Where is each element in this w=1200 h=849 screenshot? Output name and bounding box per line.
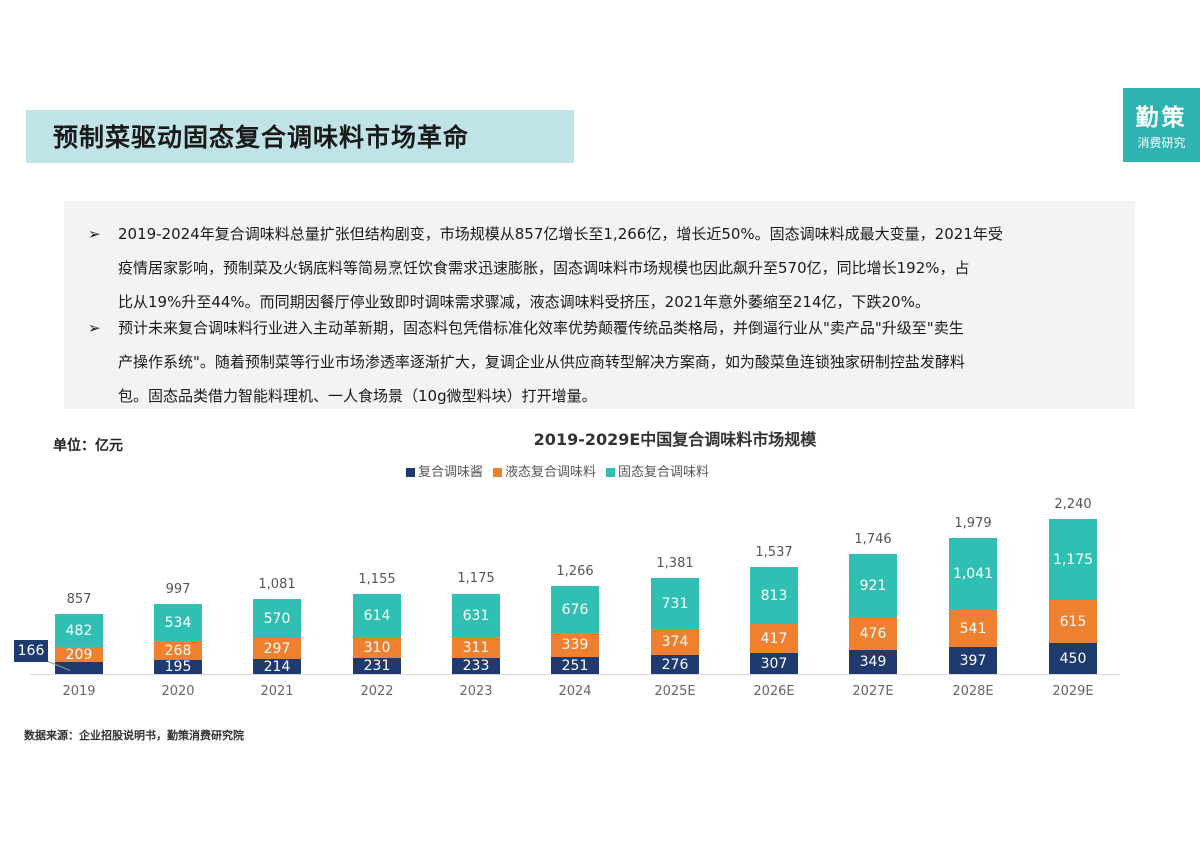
bar-segment-sauce: 450 — [1049, 643, 1097, 674]
paragraph-line: 预计未来复合调味料行业进入主动革新期，固态料包凭借标准化效率优势颠覆传统品类格局… — [118, 319, 964, 337]
bar-2019: 209 482 — [55, 614, 103, 674]
logo-subtitle: 消费研究 — [1137, 136, 1186, 150]
paragraph-line: 产操作系统"。随着预制菜等行业市场渗透率逐渐扩大，复调企业从供应商转型解决方案商… — [118, 353, 965, 371]
legend-swatch-icon — [493, 468, 503, 477]
bar-segment-sauce: 195 — [154, 659, 202, 675]
bar-segment-liquid: 209 — [55, 647, 103, 663]
bar-2020: 195 268 534 — [154, 604, 202, 675]
bar-2026E: 307 417 813 — [750, 567, 798, 674]
bar-segment-liquid: 311 — [452, 637, 500, 658]
legend-swatch-icon — [406, 468, 415, 477]
bar-segment-solid: 813 — [750, 567, 798, 624]
bar-total-label: 857 — [66, 592, 92, 607]
legend-label: 复合调味酱 — [418, 465, 484, 480]
x-axis-tick-label: 2023 — [459, 684, 493, 699]
unit-label: 单位：亿元 — [53, 438, 123, 454]
bar-segment-solid: 614 — [353, 594, 401, 637]
bar-total-label: 2,240 — [1054, 497, 1092, 512]
legend-swatch-icon — [606, 468, 616, 477]
bar-segment-liquid: 339 — [551, 633, 599, 657]
bar-total-label: 1,175 — [457, 571, 495, 586]
bar-total-label: 1,381 — [656, 556, 694, 571]
bar-segment-solid: 1,175 — [1049, 519, 1097, 600]
bar-segment-solid: 731 — [651, 578, 699, 629]
bar-segment-liquid: 268 — [154, 641, 202, 660]
brand-logo: 勤策 消费研究 — [1123, 88, 1200, 162]
x-axis-tick-label: 2019 — [62, 684, 96, 699]
legend-item-solid: 固态复合调味料 — [606, 461, 709, 480]
x-axis-tick-label: 2020 — [161, 684, 195, 699]
summary-panel: ➢ 2019-2024年复合调味料总量扩张但结构剧变，市场规模从857亿增长至1… — [64, 201, 1135, 409]
bar-segment-solid: 1,041 — [949, 538, 997, 610]
bar-segment-solid: 921 — [849, 554, 897, 617]
bar-segment-sauce: 307 — [750, 653, 798, 674]
bar-2025E: 276 374 731 — [651, 578, 699, 674]
arrowhead-bullet-icon: ➢ — [88, 225, 101, 243]
bar-2021: 214 297 570 — [253, 599, 301, 675]
bar-segment-sauce: 276 — [651, 655, 699, 674]
callout-2019-sauce: 166 — [14, 640, 48, 662]
paragraph-line: 比从19%升至44%。而同期因餐厅停业致即时调味需求骤减，液态调味料受挤压，20… — [118, 293, 930, 311]
x-axis-tick-label: 2024 — [558, 684, 592, 699]
bar-2023: 233 311 631 — [452, 593, 500, 674]
bar-total-label: 1,537 — [755, 545, 793, 560]
bar-2028E: 397 541 1,041 — [949, 538, 997, 674]
bar-segment-sauce: 231 — [353, 658, 401, 674]
chart-legend: 复合调味酱 液态复合调味料 固态复合调味料 — [406, 461, 715, 480]
logo-name: 勤策 — [1135, 105, 1188, 131]
x-axis-line — [30, 674, 1120, 675]
bar-total-label: 1,266 — [556, 564, 594, 579]
legend-item-liquid: 液态复合调味料 — [493, 461, 596, 480]
x-axis-tick-label: 2025E — [654, 684, 696, 699]
x-axis-tick-label: 2029E — [1052, 684, 1094, 699]
bar-segment-liquid: 541 — [949, 610, 997, 647]
bar-segment-liquid: 297 — [253, 638, 301, 659]
bar-segment-liquid: 615 — [1049, 600, 1097, 643]
bar-total-label: 1,155 — [358, 572, 396, 587]
bar-2022: 231 310 614 — [353, 594, 401, 674]
bar-segment-solid: 676 — [551, 586, 599, 633]
data-source: 数据来源：企业招股说明书，勤策消费研究院 — [24, 729, 244, 742]
paragraph-line: 包。固态品类借力智能料理机、一人食场景（10g微型料块）打开增量。 — [118, 387, 597, 405]
summary-paragraph-2: 预计未来复合调味料行业进入主动革新期，固态料包凭借标准化效率优势颠覆传统品类格局… — [118, 311, 1118, 413]
x-axis-tick-label: 2028E — [952, 684, 994, 699]
x-axis-tick-label: 2022 — [360, 684, 394, 699]
x-axis-tick-label: 2027E — [852, 684, 894, 699]
bar-segment-liquid: 310 — [353, 637, 401, 658]
x-axis-tick-label: 2021 — [260, 684, 294, 699]
paragraph-line: 疫情居家影响，预制菜及火锅底料等简易烹饪饮食需求迅速膨胀，固态调味料市场规模也因… — [118, 259, 970, 277]
chart-title: 2019-2029E中国复合调味料市场规模 — [533, 430, 817, 449]
bar-segment-liquid: 476 — [849, 617, 897, 650]
arrowhead-bullet-icon: ➢ — [88, 319, 101, 337]
bar-total-label: 1,081 — [258, 577, 296, 592]
legend-item-sauce: 复合调味酱 — [406, 461, 483, 480]
bar-2027E: 349 476 921 — [849, 554, 897, 674]
page-title: 预制菜驱动固态复合调味料市场革命 — [53, 123, 470, 152]
bar-2029E: 450 615 1,175 — [1049, 519, 1097, 674]
bar-total-label: 1,979 — [954, 516, 992, 531]
bar-segment-solid: 570 — [253, 599, 301, 638]
title-banner: 预制菜驱动固态复合调味料市场革命 — [26, 110, 574, 163]
bar-total-label: 1,746 — [854, 532, 892, 547]
bar-segment-sauce: 214 — [253, 659, 301, 675]
bar-segment-sauce: 251 — [551, 657, 599, 674]
x-axis-tick-label: 2026E — [753, 684, 795, 699]
legend-label: 液态复合调味料 — [505, 465, 597, 480]
bar-2024: 251 339 676 — [551, 586, 599, 674]
bar-segment-solid: 631 — [452, 594, 500, 637]
bar-segment-sauce: 233 — [452, 658, 500, 674]
bar-total-label: 997 — [165, 582, 191, 597]
paragraph-line: 2019-2024年复合调味料总量扩张但结构剧变，市场规模从857亿增长至1,2… — [118, 225, 1003, 243]
bar-segment-liquid: 417 — [750, 624, 798, 653]
bar-segment-sauce: 349 — [849, 650, 897, 674]
summary-paragraph-1: 2019-2024年复合调味料总量扩张但结构剧变，市场规模从857亿增长至1,2… — [118, 217, 1118, 319]
bar-segment-liquid: 374 — [651, 629, 699, 655]
bar-segment-solid: 534 — [154, 604, 202, 641]
legend-label: 固态复合调味料 — [618, 465, 710, 480]
bar-segment-sauce — [55, 662, 103, 674]
bar-segment-sauce: 397 — [949, 647, 997, 674]
bar-segment-solid: 482 — [55, 614, 103, 647]
